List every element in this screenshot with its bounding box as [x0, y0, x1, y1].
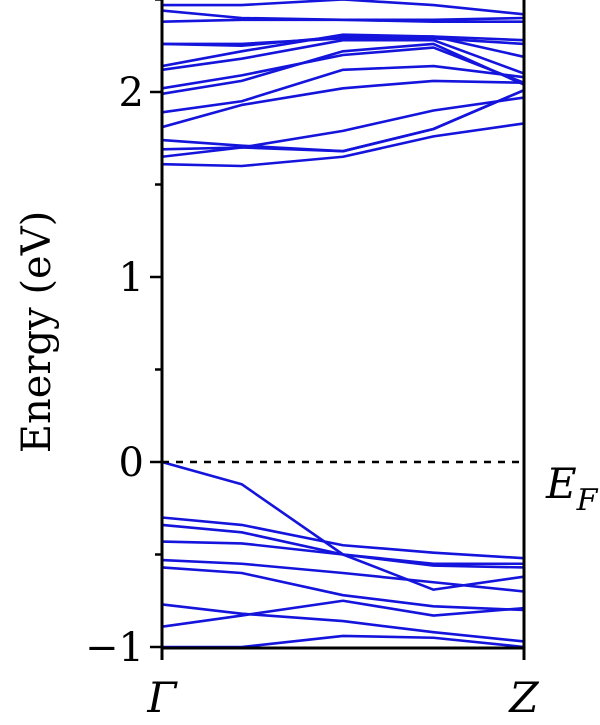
- band-line-8: [162, 599, 524, 628]
- band-line-11: [162, 96, 524, 159]
- band-line-19: [162, 33, 524, 68]
- band-line-16: [162, 42, 524, 96]
- band-line-23: [162, 9, 524, 24]
- band-line-9: [162, 634, 524, 648]
- band-line-21: [162, 35, 524, 48]
- y-tick-label: 0: [119, 440, 144, 486]
- y-tick-label: 2: [119, 70, 144, 116]
- band-line-15: [162, 64, 524, 114]
- plot-frame: [160, 0, 526, 660]
- y-axis-ticks: −1 0 1 2: [85, 0, 162, 671]
- fermi-label-main: E: [545, 459, 577, 508]
- y-tick-label: 1: [119, 255, 144, 301]
- band-line-7: [162, 603, 524, 643]
- fermi-level-label: EF: [545, 459, 599, 518]
- band-line-4: [162, 540, 524, 569]
- y-axis-label: Energy (eV): [14, 211, 60, 453]
- band-line-14: [162, 79, 524, 129]
- band-line-5: [162, 558, 524, 593]
- band-line-10: [162, 122, 524, 168]
- band-line-13: [162, 88, 524, 153]
- band-line-24: [162, 0, 524, 16]
- fermi-label-sub: F: [576, 483, 599, 518]
- x-label-z: Z: [507, 673, 539, 722]
- x-label-gamma: Γ: [146, 673, 178, 722]
- band-line-2: [162, 516, 524, 560]
- band-line-17: [162, 46, 524, 90]
- band-line-18: [162, 38, 524, 75]
- band-line-6: [162, 566, 524, 612]
- band-line-12: [162, 88, 524, 153]
- band-lines: [162, 0, 524, 648]
- y-tick-label: −1: [85, 625, 144, 671]
